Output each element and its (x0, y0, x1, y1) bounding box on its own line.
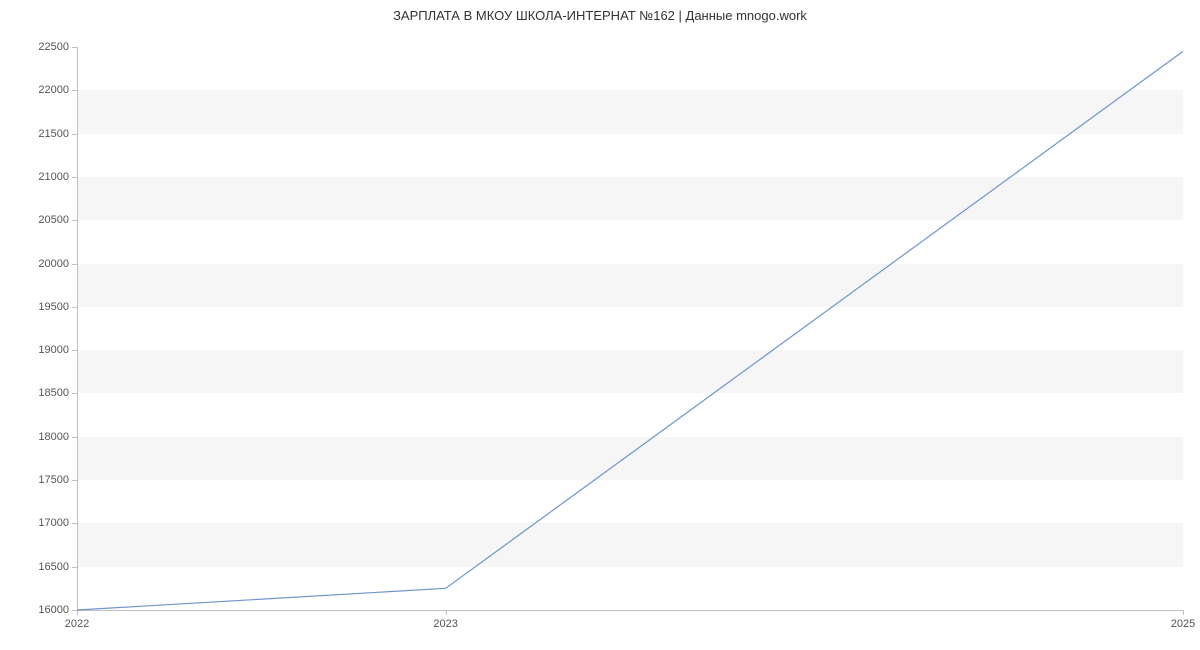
y-tick-label: 16000 (38, 604, 69, 616)
y-tick-label: 19500 (38, 301, 69, 313)
y-tick-label: 22000 (38, 84, 69, 96)
x-axis-line (77, 610, 1183, 611)
y-tick-label: 19000 (38, 344, 69, 356)
x-tick-label: 2023 (433, 618, 457, 630)
y-tick-label: 21000 (38, 171, 69, 183)
salary-chart: ЗАРПЛАТА В МКОУ ШКОЛА-ИНТЕРНАТ №162 | Да… (0, 0, 1200, 650)
plot-area: 1600016500170001750018000185001900019500… (77, 47, 1183, 610)
x-tick-label: 2022 (65, 618, 89, 630)
y-tick-label: 22500 (38, 41, 69, 53)
x-tick-label: 2025 (1171, 618, 1195, 630)
y-tick-label: 17000 (38, 517, 69, 529)
y-tick-label: 17500 (38, 474, 69, 486)
y-tick-label: 18000 (38, 431, 69, 443)
y-tick-label: 18500 (38, 387, 69, 399)
y-tick-label: 20500 (38, 214, 69, 226)
x-tick-mark (1183, 610, 1184, 615)
y-tick-label: 16500 (38, 561, 69, 573)
y-tick-label: 20000 (38, 258, 69, 270)
y-tick-label: 21500 (38, 128, 69, 140)
chart-title: ЗАРПЛАТА В МКОУ ШКОЛА-ИНТЕРНАТ №162 | Да… (0, 8, 1200, 23)
line-layer (77, 47, 1183, 610)
series-line-salary (77, 51, 1183, 610)
